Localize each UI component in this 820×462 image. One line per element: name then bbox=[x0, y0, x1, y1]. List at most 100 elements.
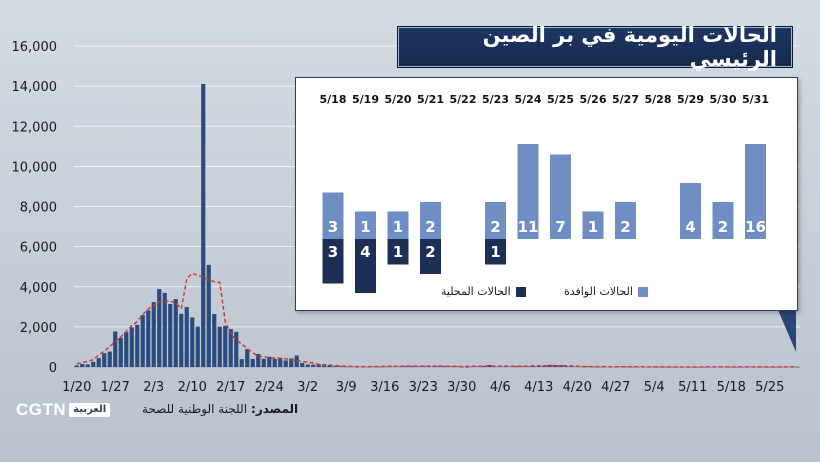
inset-date-label: 5/28 bbox=[645, 93, 672, 106]
bar bbox=[619, 366, 624, 368]
imported-bar bbox=[615, 202, 636, 239]
local-value: 3 bbox=[328, 243, 338, 261]
bar bbox=[234, 331, 239, 367]
bar bbox=[663, 366, 668, 368]
inset-panel: 5/18 3 3 5/19 1 4 5/20 1 1 5/21 2 2 5/22 5/23 2 1 5/24 11… bbox=[295, 77, 798, 311]
bar bbox=[140, 315, 145, 367]
legend-imported-swatch bbox=[637, 286, 648, 297]
bar bbox=[168, 303, 173, 367]
y-tick-label: 6,000 bbox=[20, 241, 57, 256]
bar bbox=[520, 366, 525, 367]
inset-date-label: 5/29 bbox=[677, 93, 704, 106]
bar bbox=[201, 83, 206, 367]
bar bbox=[443, 366, 448, 367]
bar bbox=[146, 310, 151, 367]
bar bbox=[135, 324, 140, 367]
bar bbox=[118, 337, 123, 367]
bar bbox=[767, 366, 772, 368]
bar bbox=[223, 325, 228, 367]
local-value: 4 bbox=[360, 243, 370, 261]
x-tick-label: 3/9 bbox=[336, 380, 357, 395]
bar bbox=[74, 365, 79, 367]
bar bbox=[311, 364, 316, 367]
bar bbox=[272, 358, 277, 367]
bar bbox=[624, 366, 629, 368]
imported-bar bbox=[550, 154, 571, 239]
bar bbox=[289, 358, 294, 367]
bar bbox=[206, 264, 211, 367]
source-credit: المصدر: اللجنة الوطنية للصحة bbox=[142, 402, 298, 416]
bar bbox=[701, 366, 706, 368]
bar bbox=[151, 302, 156, 367]
bar bbox=[305, 364, 310, 367]
imported-bar bbox=[420, 202, 441, 239]
bar bbox=[729, 366, 734, 368]
bar bbox=[657, 366, 662, 368]
local-bar bbox=[355, 239, 376, 293]
bar bbox=[184, 307, 189, 367]
legend-imported: الحالات الوافدة bbox=[564, 285, 648, 298]
imported-value: 11 bbox=[518, 218, 539, 236]
x-tick-label: 3/2 bbox=[297, 380, 318, 395]
imported-value: 7 bbox=[555, 218, 565, 236]
bar bbox=[96, 358, 101, 367]
bar bbox=[102, 353, 107, 367]
legend-imported-label: الحالات الوافدة bbox=[564, 285, 633, 298]
x-tick-label: 4/27 bbox=[601, 380, 630, 395]
imported-value: 2 bbox=[490, 218, 500, 236]
imported-value: 2 bbox=[425, 218, 435, 236]
bar bbox=[261, 358, 266, 367]
inset-date-label: 5/21 bbox=[417, 93, 444, 106]
bar bbox=[245, 349, 250, 367]
bar bbox=[195, 326, 200, 367]
imported-bar bbox=[680, 183, 701, 239]
imported-bar bbox=[745, 144, 766, 239]
local-bar bbox=[322, 239, 344, 284]
bar bbox=[300, 362, 305, 367]
legend-local-label: الحالات المحلية bbox=[441, 285, 511, 298]
y-tick-label: 12,000 bbox=[12, 120, 58, 135]
imported-bar bbox=[322, 192, 344, 239]
x-tick-label: 2/24 bbox=[255, 380, 284, 395]
inset-date-label: 5/20 bbox=[385, 93, 412, 106]
y-tick-label: 2,000 bbox=[20, 321, 57, 336]
cgtn-logo: CGTN العربية bbox=[16, 400, 111, 420]
bar bbox=[448, 366, 453, 367]
bar bbox=[129, 327, 134, 367]
bar bbox=[377, 366, 382, 368]
local-bar bbox=[420, 239, 441, 274]
bar bbox=[278, 358, 283, 367]
bar bbox=[536, 366, 541, 367]
y-tick-label: 14,000 bbox=[12, 80, 58, 95]
bar bbox=[630, 366, 635, 368]
logo-text: CGTN bbox=[16, 400, 67, 419]
x-tick-label: 5/18 bbox=[717, 380, 746, 395]
x-tick-label: 5/11 bbox=[678, 380, 707, 395]
inset-date-label: 5/22 bbox=[450, 93, 477, 106]
bar bbox=[586, 366, 591, 367]
bar bbox=[85, 364, 90, 367]
local-bar bbox=[387, 239, 409, 265]
local-value: 2 bbox=[425, 243, 435, 261]
bar bbox=[762, 366, 767, 368]
x-tick-label: 5/25 bbox=[755, 380, 784, 395]
bar bbox=[415, 366, 420, 367]
bar bbox=[162, 292, 167, 367]
bar bbox=[173, 299, 178, 367]
x-tick-label: 4/20 bbox=[563, 380, 592, 395]
inset-date-label: 5/31 bbox=[742, 93, 769, 106]
bar bbox=[217, 326, 222, 367]
x-tick-label: 2/3 bbox=[143, 380, 164, 395]
bar bbox=[591, 366, 596, 368]
inset-date-label: 5/19 bbox=[352, 93, 379, 106]
bar bbox=[107, 351, 112, 367]
bar bbox=[179, 313, 184, 367]
bar bbox=[344, 366, 349, 368]
imported-bar bbox=[355, 211, 376, 239]
imported-value: 1 bbox=[393, 218, 403, 236]
imported-value: 3 bbox=[328, 218, 338, 236]
bar bbox=[267, 356, 272, 367]
bar bbox=[239, 359, 244, 367]
bar bbox=[283, 360, 288, 367]
